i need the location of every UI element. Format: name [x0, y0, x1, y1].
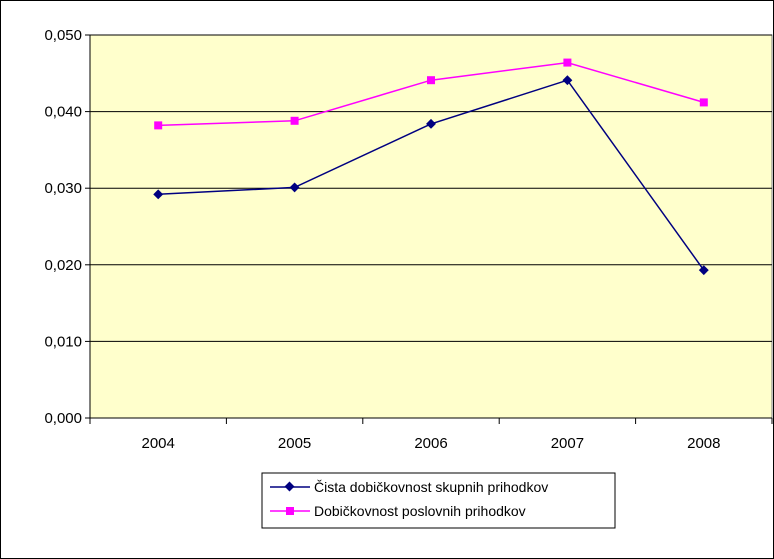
- axes: [85, 34, 773, 424]
- data-point-diamond: [153, 189, 164, 200]
- legend: Čista dobičkovnost skupnih prihodkov Dob…: [261, 472, 616, 529]
- legend-label-series-1: Čista dobičkovnost skupnih prihodkov: [314, 479, 548, 495]
- legend-box: [261, 472, 616, 529]
- plot-area: [89, 34, 773, 419]
- y-tick-labels: 0,000 0,010 0,020 0,030 0,040 0,050: [44, 27, 82, 427]
- data-point-diamond: [562, 75, 573, 86]
- data-point-square: [154, 121, 163, 130]
- x-tick-label: 2008: [687, 435, 720, 452]
- y-tick-label: 0,040: [44, 104, 82, 121]
- data-point-square: [290, 116, 299, 125]
- data-point-square: [563, 58, 572, 67]
- data-point-diamond: [698, 265, 709, 276]
- y-tick-label: 0,000: [44, 410, 82, 427]
- legend-label-series-2: Dobičkovnost poslovnih prihodkov: [314, 503, 526, 519]
- x-tick-label: 2005: [278, 435, 311, 452]
- y-tick-label: 0,030: [44, 180, 82, 197]
- x-tick-label: 2006: [414, 435, 447, 452]
- x-tick-labels: 2004 2005 2006 2007 2008: [142, 435, 721, 452]
- gridlines: [90, 34, 772, 342]
- data-point-diamond: [289, 182, 300, 193]
- data-point-square: [699, 98, 708, 107]
- x-tick-label: 2004: [142, 435, 175, 452]
- y-tick-label: 0,010: [44, 333, 82, 350]
- x-tick-label: 2007: [551, 435, 584, 452]
- data-point-square: [427, 76, 435, 85]
- legend-marker-square: [286, 507, 294, 515]
- legend-marker-diamond: [284, 481, 295, 492]
- y-tick-label: 0,050: [44, 27, 82, 44]
- y-tick-label: 0,020: [44, 257, 82, 274]
